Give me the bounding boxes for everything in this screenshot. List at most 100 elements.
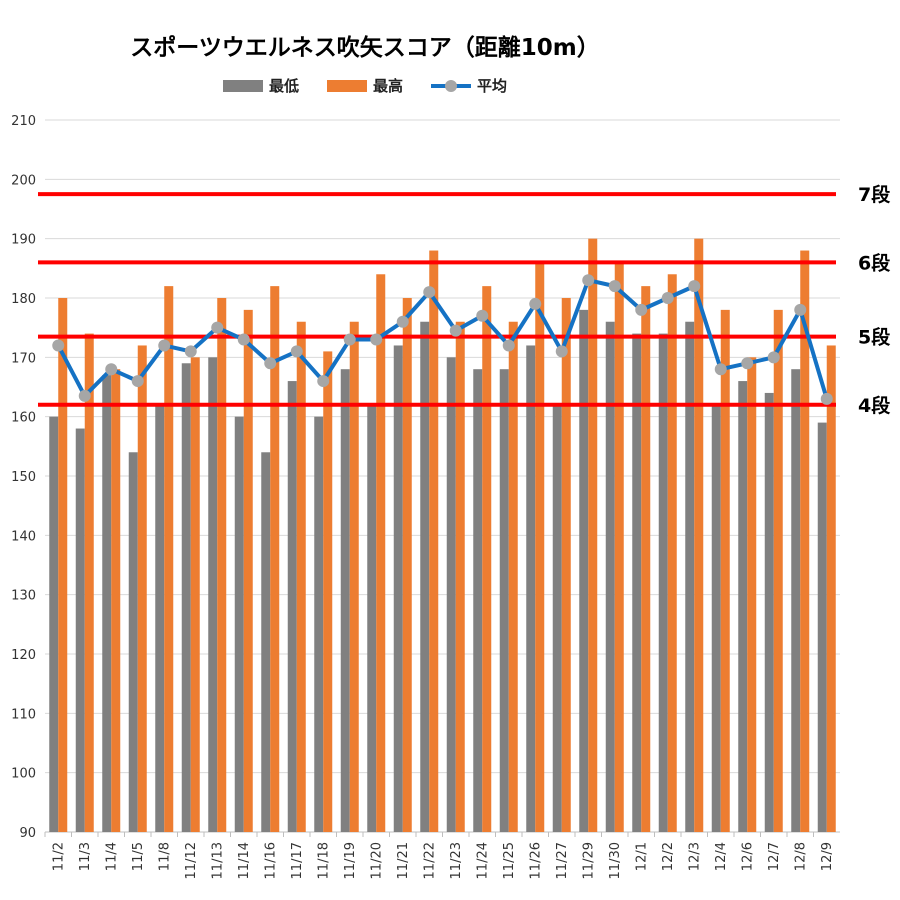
legend-item-avg: 平均 [431, 75, 507, 96]
bar-max [588, 238, 598, 832]
legend-label-max: 最高 [372, 77, 403, 95]
bar-min [340, 369, 350, 832]
y-tick-label: 90 [19, 826, 36, 841]
x-tick-label: 11/22 [422, 842, 437, 879]
bar-min [155, 404, 165, 832]
x-tick-label: 11/17 [290, 842, 305, 879]
avg-point [476, 309, 489, 322]
legend-label-avg: 平均 [477, 77, 508, 95]
bar-max [429, 250, 439, 833]
legend-item-min: 最低 [222, 75, 299, 96]
bar-min [446, 357, 456, 832]
bar-max [561, 298, 571, 832]
legend-swatch-min [222, 79, 263, 92]
y-tick-label: 130 [11, 589, 36, 604]
bar-min [181, 363, 191, 832]
avg-point [529, 297, 542, 310]
bar-min [102, 375, 112, 832]
y-tick-label: 190 [11, 233, 36, 248]
x-tick-label: 11/27 [555, 842, 570, 879]
x-tick-label: 11/29 [581, 842, 596, 879]
y-tick-label: 170 [11, 351, 36, 366]
bar-min [552, 404, 562, 832]
bar-min [314, 416, 324, 832]
y-tick-label: 150 [11, 470, 36, 485]
legend-item-max: 最高 [326, 75, 403, 96]
legend-label-min: 最低 [268, 77, 299, 95]
avg-point [608, 280, 621, 293]
x-tick-label: 11/13 [210, 842, 225, 879]
bar-max [720, 309, 730, 832]
avg-point [820, 392, 833, 405]
bar-max [217, 298, 227, 832]
avg-point [370, 333, 383, 346]
bar-max [111, 369, 121, 832]
bar-max [455, 321, 465, 832]
avg-point [237, 333, 250, 346]
bar-min [75, 428, 85, 832]
bar-min [393, 345, 403, 832]
bar-max [773, 309, 783, 832]
bar-min [764, 392, 774, 832]
bar-min [632, 333, 642, 832]
x-tick-label: 11/12 [184, 842, 199, 879]
bar-min [685, 321, 695, 832]
avg-point [767, 351, 780, 364]
avg-point [184, 345, 197, 358]
x-tick-label: 12/1 [634, 842, 649, 871]
x-tick-label: 11/2 [51, 842, 66, 871]
bar-max [694, 238, 704, 832]
avg-point [343, 333, 356, 346]
avg-point [688, 280, 701, 293]
x-tick-label: 11/8 [157, 842, 172, 871]
bar-min [367, 404, 377, 832]
x-tick-label: 11/4 [104, 842, 119, 871]
x-tick-label: 11/5 [131, 842, 146, 871]
x-tick-label: 12/9 [820, 842, 835, 871]
bar-max [270, 286, 280, 833]
reference-label: 7段 [858, 183, 891, 206]
x-tick-label: 11/3 [78, 842, 93, 871]
avg-point [78, 389, 91, 402]
bar-max [402, 298, 412, 832]
bar-max [667, 274, 677, 832]
reference-label: 4段 [858, 394, 891, 417]
bar-max [747, 357, 757, 832]
avg-point [105, 363, 118, 376]
bar-max [296, 321, 306, 832]
x-tick-label: 11/24 [475, 842, 490, 879]
bar-max [349, 321, 359, 832]
bar-min [208, 357, 218, 832]
x-tick-label: 11/20 [369, 842, 384, 879]
x-tick-label: 11/18 [316, 842, 331, 879]
avg-point [582, 274, 595, 287]
chart-legend: 最低 最高 平均 [0, 75, 730, 96]
y-tick-label: 110 [11, 707, 36, 722]
bar-min [234, 416, 244, 832]
bar-max [826, 345, 836, 832]
bar-min [473, 369, 483, 832]
x-tick-label: 11/14 [237, 842, 252, 879]
avg-point [158, 339, 171, 352]
x-tick-label: 12/8 [793, 842, 808, 871]
x-tick-label: 12/4 [714, 842, 729, 871]
bar-max [137, 345, 147, 832]
x-tick-label: 11/26 [528, 842, 543, 879]
avg-point [502, 339, 515, 352]
bar-min [579, 309, 589, 832]
bar-max [800, 250, 810, 833]
avg-point [661, 292, 674, 304]
bar-min [605, 321, 615, 832]
avg-point [794, 303, 807, 316]
avg-point [635, 303, 648, 316]
legend-swatch-max [326, 79, 367, 92]
bar-min [287, 381, 297, 832]
bar-min [658, 333, 668, 832]
bar-max [482, 286, 492, 833]
bar-min [49, 416, 59, 832]
x-tick-label: 12/6 [740, 842, 755, 871]
avg-point [555, 345, 568, 358]
y-tick-label: 120 [11, 648, 36, 663]
bar-min [128, 452, 138, 832]
